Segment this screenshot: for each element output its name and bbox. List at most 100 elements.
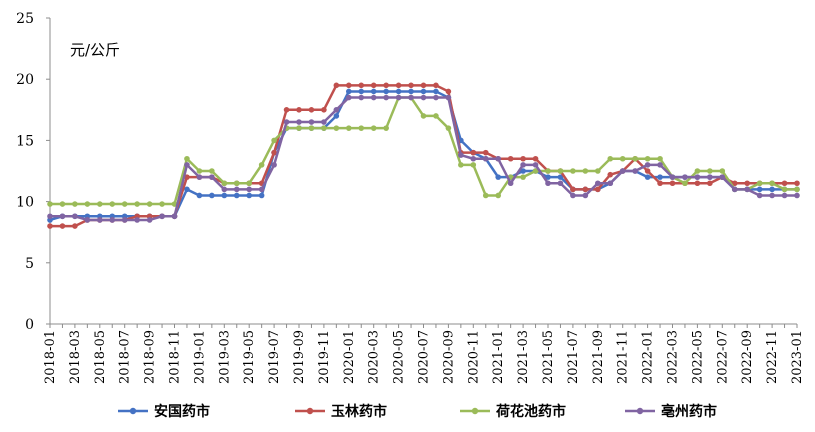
series-point <box>121 201 128 207</box>
series-point <box>146 201 153 207</box>
series-point <box>246 186 252 193</box>
x-tick-label: 2019-03 <box>217 330 232 384</box>
series-point <box>72 201 78 207</box>
series-point <box>72 213 78 220</box>
series-point <box>109 217 116 223</box>
series-point <box>321 125 327 131</box>
y-tick-label: 10 <box>16 195 34 211</box>
series-point <box>221 180 228 187</box>
x-axis: 2018-01 2018-03 2018-05 2018-07 2018-09 2018-… <box>43 323 805 384</box>
series-point <box>283 119 290 125</box>
x-tick-label: 2020-01 <box>342 330 357 384</box>
series-point <box>370 125 377 131</box>
series-point <box>97 201 103 207</box>
series-point <box>84 201 91 207</box>
series-point <box>794 186 800 193</box>
series-point <box>296 119 302 125</box>
series-point <box>595 180 601 187</box>
series-point <box>731 186 738 193</box>
series-point <box>607 155 614 162</box>
series-point <box>520 168 526 174</box>
legend-swatch-marker <box>306 407 314 415</box>
series-point <box>707 174 713 180</box>
series-point <box>582 192 589 199</box>
series-point <box>445 88 452 95</box>
series-point <box>557 168 564 174</box>
series-point <box>707 168 713 174</box>
legend-swatch-marker <box>129 407 137 415</box>
series-point <box>657 174 663 180</box>
series-point <box>346 125 352 131</box>
series-point <box>719 174 726 180</box>
series-point <box>296 125 302 131</box>
series-point <box>420 82 427 89</box>
x-tick-label: 2021-03 <box>516 330 531 384</box>
series-point <box>644 174 651 180</box>
x-tick-label: 2018-03 <box>68 330 83 384</box>
y-tick-label: 0 <box>25 317 34 333</box>
series-point <box>769 186 775 193</box>
series-point <box>756 192 763 199</box>
series-point <box>781 186 788 193</box>
series-point <box>346 88 352 95</box>
series-point <box>433 88 439 95</box>
series-point <box>246 180 252 187</box>
series-point <box>184 186 190 193</box>
series-point <box>258 192 265 199</box>
series-point <box>383 88 389 95</box>
x-tick-label: 2018-09 <box>143 330 158 384</box>
series-point <box>520 174 526 180</box>
series-point <box>694 180 701 187</box>
series-point <box>595 168 601 174</box>
series-point <box>619 155 626 162</box>
x-tick-label: 2022-01 <box>641 330 656 384</box>
series-point <box>433 113 439 119</box>
x-tick-label: 2018-01 <box>43 330 58 384</box>
series-point <box>84 217 91 223</box>
series-point <box>557 174 564 180</box>
series-point <box>781 180 788 187</box>
x-tick-label: 2019-01 <box>192 330 207 384</box>
y-tick-label: 20 <box>16 72 34 88</box>
y-tick-label: 15 <box>16 133 34 149</box>
series-point <box>458 152 464 158</box>
series-point <box>769 180 775 187</box>
series-point <box>445 94 452 101</box>
series-point <box>59 223 66 229</box>
series-point <box>595 186 601 193</box>
series-point <box>171 213 178 220</box>
x-tick-label: 2021-07 <box>566 330 581 384</box>
x-tick-label: 2022-11 <box>765 330 780 384</box>
series-point <box>570 168 576 174</box>
x-tick-label: 2021-05 <box>541 330 556 384</box>
x-tick-label: 2019-05 <box>242 330 257 384</box>
x-tick-label: 2019-07 <box>267 330 282 384</box>
series-point <box>582 168 589 174</box>
series-point <box>694 174 701 180</box>
x-tick-label: 2022-07 <box>715 330 730 384</box>
series-4 <box>47 94 800 223</box>
series-point <box>495 155 502 162</box>
series-point <box>694 168 701 174</box>
series-point <box>59 213 66 220</box>
series-point <box>532 168 539 174</box>
series-point <box>146 217 153 223</box>
series-point <box>209 168 215 174</box>
series-point <box>233 180 240 187</box>
series-point <box>333 82 340 89</box>
series-point <box>221 192 228 199</box>
y-tick-label: 5 <box>25 256 34 272</box>
series-point <box>184 162 190 168</box>
series-point <box>458 162 464 168</box>
legend-item: 玉林药市 <box>295 403 387 420</box>
y-tick-label: 25 <box>16 11 34 27</box>
series-point <box>97 217 103 223</box>
x-tick-label: 2018-05 <box>93 330 108 384</box>
series-point <box>657 180 663 187</box>
y-axis-unit-label: 元/公斤 <box>70 41 120 59</box>
series-point <box>233 186 240 193</box>
series-point <box>682 180 688 187</box>
series-point <box>520 162 526 168</box>
x-tick-label: 2022-03 <box>666 330 681 384</box>
